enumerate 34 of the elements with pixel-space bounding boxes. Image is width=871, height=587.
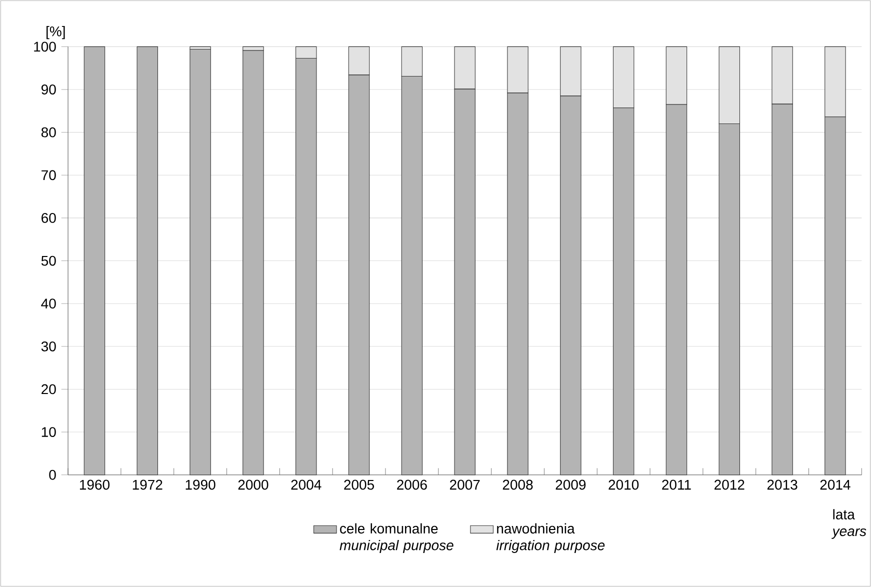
y-tick-label: 60: [42, 213, 56, 223]
x-tick-label: 1990: [186, 480, 216, 490]
x-tick-label: 2000: [238, 480, 268, 490]
bar: [84, 46, 106, 476]
x-tick-label: 2011: [662, 480, 691, 490]
bar: [190, 49, 211, 476]
y-tick-label: 20: [42, 384, 56, 394]
y-tick-label: 80: [41, 127, 56, 138]
x-axis-title: lata years: [832, 509, 866, 539]
y-tick-label: 100: [34, 42, 56, 52]
bar: [136, 46, 158, 476]
bar: [242, 50, 264, 476]
x-tick-label: 2004: [291, 480, 322, 490]
x-tick-label: 1972: [132, 480, 162, 490]
legend-label: cele komunalne municipal purpose: [340, 523, 454, 554]
x-tick-label: 2010: [608, 480, 639, 490]
y-tick-label: 40: [41, 298, 56, 309]
x-tick-label: 2007: [450, 480, 480, 490]
x-tick-label: 2009: [556, 480, 586, 490]
x-tick-label: 2008: [502, 480, 533, 490]
x-tick-label: 2005: [344, 480, 374, 490]
x-tick-label: 2013: [767, 480, 798, 490]
y-tick-label: 70: [42, 170, 56, 180]
x-tick-label: 2006: [397, 480, 427, 490]
y-tick-label: 30: [41, 342, 56, 352]
y-axis-title: [%]: [46, 26, 65, 40]
y-tick-label: 0: [49, 470, 56, 480]
y-tick-label: 50: [41, 256, 56, 266]
legend-label: nawodnienia irrigation purpose: [496, 523, 605, 554]
x-tick-label: 2012: [714, 480, 744, 490]
x-tick-label: 1960: [80, 480, 110, 490]
y-tick-label: 10: [42, 427, 56, 438]
x-tick-label: 2014: [820, 480, 850, 490]
y-tick-label: 90: [41, 84, 56, 95]
